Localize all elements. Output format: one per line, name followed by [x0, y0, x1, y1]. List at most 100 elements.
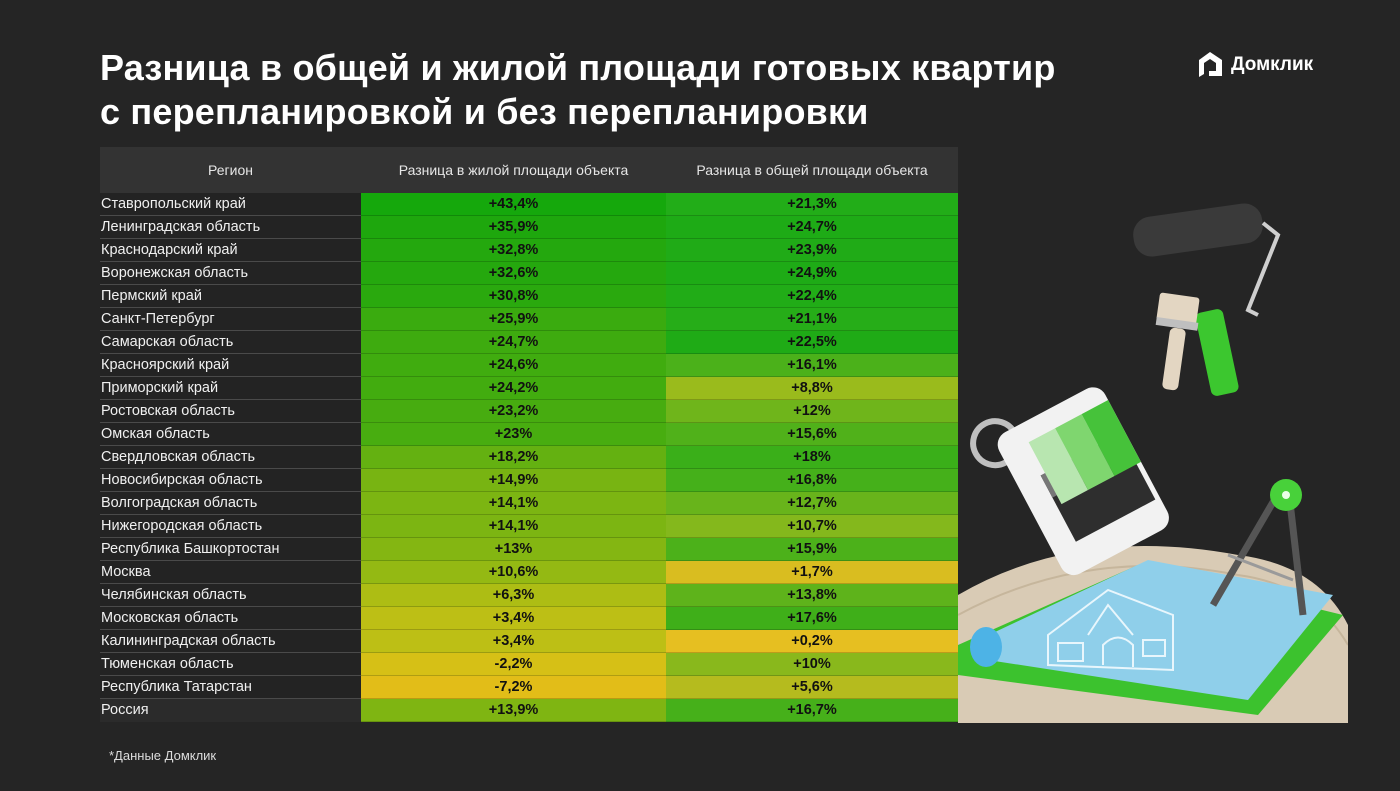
living-area-diff-cell: +14,1% [361, 492, 666, 515]
footnote-source: *Данные Домклик [109, 748, 217, 763]
table-row: Санкт-Петербург +25,9% +21,1% [100, 308, 958, 331]
logo-text: Домклик [1231, 54, 1314, 75]
total-area-diff-cell: +12% [666, 400, 958, 423]
living-area-diff-cell: +23,2% [361, 400, 666, 423]
table-row: Челябинская область +6,3% +13,8% [100, 584, 958, 607]
region-cell: Свердловская область [100, 446, 361, 469]
region-cell: Ростовская область [100, 400, 361, 423]
table-body: Ставропольский край +43,4% +21,3% Ленинград… [100, 193, 958, 722]
living-area-diff-cell: +14,1% [361, 515, 666, 538]
total-area-diff-cell: +10,7% [666, 515, 958, 538]
total-area-diff-cell: +13,8% [666, 584, 958, 607]
table-row: Нижегородская область +14,1% +10,7% [100, 515, 958, 538]
total-area-diff-cell: +8,8% [666, 377, 958, 400]
region-cell: Тюменская область [100, 653, 361, 676]
living-area-diff-cell: +23% [361, 423, 666, 446]
living-area-diff-cell: +3,4% [361, 607, 666, 630]
region-cell: Челябинская область [100, 584, 361, 607]
table-header: Регион Разница в жилой площади объекта Р… [100, 147, 958, 193]
total-area-diff-cell: +24,9% [666, 262, 958, 285]
living-area-diff-cell: +13% [361, 538, 666, 561]
table-row: Ростовская область +23,2% +12% [100, 400, 958, 423]
living-area-diff-cell: +3,4% [361, 630, 666, 653]
table-row: Ленинградская область +35,9% +24,7% [100, 216, 958, 239]
total-area-diff-cell: +16,1% [666, 354, 958, 377]
table-row: Москва +10,6% +1,7% [100, 561, 958, 584]
living-area-diff-cell: +14,9% [361, 469, 666, 492]
table-row: Ставропольский край +43,4% +21,3% [100, 193, 958, 216]
region-cell: Новосибирская область [100, 469, 361, 492]
table-row: Калининградская область +3,4% +0,2% [100, 630, 958, 653]
title-line-2: с перепланировкой и без перепланировки [100, 91, 869, 132]
living-area-diff-cell: +10,6% [361, 561, 666, 584]
living-area-diff-cell: +32,6% [361, 262, 666, 285]
region-cell: Санкт-Петербург [100, 308, 361, 331]
region-cell: Приморский край [100, 377, 361, 400]
table-row: Омская область +23% +15,6% [100, 423, 958, 446]
region-cell: Ставропольский край [100, 193, 361, 216]
total-area-diff-cell: +22,4% [666, 285, 958, 308]
paint-brush-icon [1155, 292, 1200, 391]
living-area-diff-cell: +24,7% [361, 331, 666, 354]
living-area-diff-cell: +6,3% [361, 584, 666, 607]
table-row: Волгоградская область +14,1% +12,7% [100, 492, 958, 515]
total-area-diff-cell: +23,9% [666, 239, 958, 262]
region-cell: Омская область [100, 423, 361, 446]
total-area-diff-cell: +15,6% [666, 423, 958, 446]
region-cell: Нижегородская область [100, 515, 361, 538]
column-header-total-area: Разница в общей площади объекта [696, 162, 928, 178]
total-area-diff-cell: +22,5% [666, 331, 958, 354]
compass-icon [1209, 479, 1307, 616]
living-area-diff-cell: -7,2% [361, 676, 666, 699]
region-cell: Красноярский край [100, 354, 361, 377]
table-row: Республика Башкортостан +13% +15,9% [100, 538, 958, 561]
domclick-logo: Домклик [1195, 50, 1313, 80]
paint-roller-icon [1133, 203, 1281, 396]
region-cell: Ленинградская область [100, 216, 361, 239]
living-area-diff-cell: -2,2% [361, 653, 666, 676]
region-cell: Воронежская область [100, 262, 361, 285]
living-area-diff-cell: +43,4% [361, 193, 666, 216]
total-area-diff-cell: +10% [666, 653, 958, 676]
total-area-diff-cell: +15,9% [666, 538, 958, 561]
table-row: Тюменская область -2,2% +10% [100, 653, 958, 676]
house-logo-icon [1199, 52, 1222, 77]
table-row: Россия +13,9% +16,7% [100, 699, 958, 722]
living-area-diff-cell: +32,8% [361, 239, 666, 262]
region-cell: Московская область [100, 607, 361, 630]
data-table: Регион Разница в жилой площади объекта Р… [100, 147, 958, 722]
living-area-diff-cell: +35,9% [361, 216, 666, 239]
region-cell: Москва [100, 561, 361, 584]
region-cell: Республика Татарстан [100, 676, 361, 699]
column-header-region: Регион [208, 162, 253, 178]
table-row: Свердловская область +18,2% +18% [100, 446, 958, 469]
total-area-diff-cell: +0,2% [666, 630, 958, 653]
region-cell: Калининградская область [100, 630, 361, 653]
total-area-diff-cell: +1,7% [666, 561, 958, 584]
region-cell: Самарская область [100, 331, 361, 354]
table-row: Московская область +3,4% +17,6% [100, 607, 958, 630]
table-row: Приморский край +24,2% +8,8% [100, 377, 958, 400]
table-row: Краснодарский край +32,8% +23,9% [100, 239, 958, 262]
table-row: Пермский край +30,8% +22,4% [100, 285, 958, 308]
living-area-diff-cell: +13,9% [361, 699, 666, 722]
table-row: Воронежская область +32,6% +24,9% [100, 262, 958, 285]
region-cell: Краснодарский край [100, 239, 361, 262]
total-area-diff-cell: +21,1% [666, 308, 958, 331]
total-area-diff-cell: +21,3% [666, 193, 958, 216]
region-cell: Пермский край [100, 285, 361, 308]
table-row: Самарская область +24,7% +22,5% [100, 331, 958, 354]
total-area-diff-cell: +16,8% [666, 469, 958, 492]
table-row: Новосибирская область +14,9% +16,8% [100, 469, 958, 492]
page-title: Разница в общей и жилой площади готовых … [100, 46, 1056, 134]
table-row: Республика Татарстан -7,2% +5,6% [100, 676, 958, 699]
region-cell: Волгоградская область [100, 492, 361, 515]
region-cell: Республика Башкортостан [100, 538, 361, 561]
title-line-1: Разница в общей и жилой площади готовых … [100, 47, 1056, 88]
total-area-diff-cell: +18% [666, 446, 958, 469]
table-row: Красноярский край +24,6% +16,1% [100, 354, 958, 377]
total-area-diff-cell: +17,6% [666, 607, 958, 630]
living-area-diff-cell: +18,2% [361, 446, 666, 469]
color-swatch-icon [970, 387, 1169, 576]
living-area-diff-cell: +24,2% [361, 377, 666, 400]
